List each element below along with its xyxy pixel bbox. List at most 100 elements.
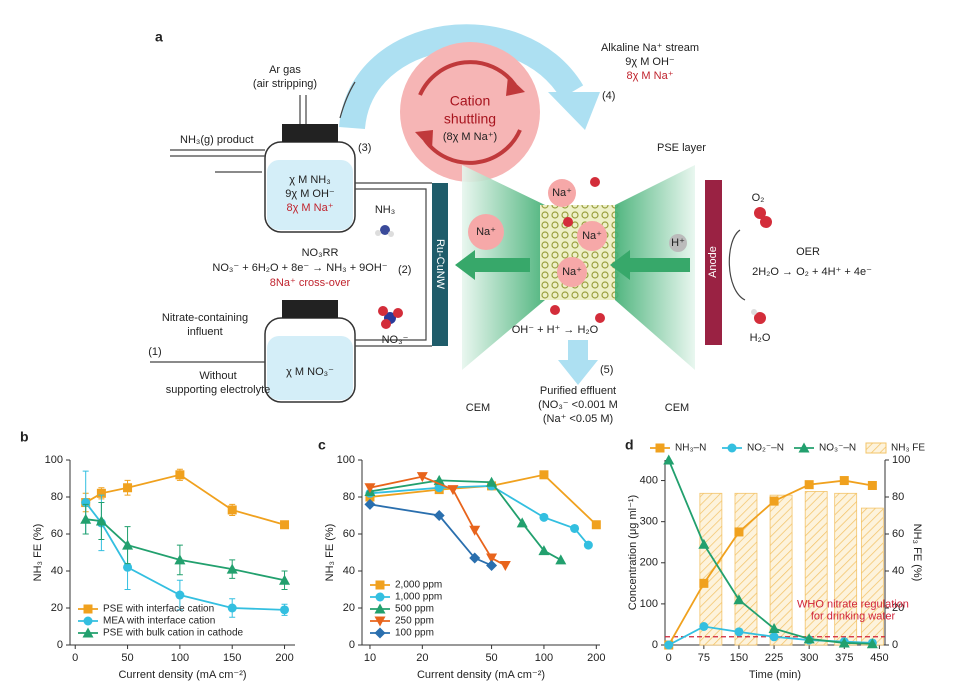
- marker: [83, 616, 93, 626]
- legend-swatch: [865, 442, 887, 454]
- label: (2): [398, 264, 411, 276]
- marker: [570, 523, 580, 533]
- y-tick-label: 100: [640, 598, 658, 610]
- marker: [175, 470, 185, 480]
- legend-label: 2,000 ppm: [395, 580, 442, 591]
- label: χ M NH₃: [289, 174, 330, 186]
- marker: [867, 480, 877, 490]
- marker: [698, 538, 710, 549]
- y-tick-label: 0: [652, 639, 658, 651]
- label: 8Na⁺ cross-over: [270, 277, 351, 289]
- label: Ar gas: [269, 64, 301, 76]
- legend-label: 500 ppm: [395, 604, 434, 615]
- y-axis-label: NH₃ FE (%): [32, 524, 44, 582]
- label: shuttling: [444, 111, 496, 127]
- x-tick-label: 50: [485, 652, 497, 664]
- label: Na⁺: [562, 266, 582, 278]
- x-tick-label: 150: [223, 652, 241, 664]
- y-tick-label: 80: [51, 491, 63, 503]
- y-tick-label: 300: [640, 516, 658, 528]
- marker: [798, 442, 810, 453]
- x-axis-label: Current density (mA cm⁻²): [417, 669, 545, 681]
- marker: [699, 622, 709, 631]
- marker: [538, 545, 550, 556]
- x-tick-label: 200: [587, 652, 605, 664]
- effluent-arrow: [558, 340, 598, 385]
- y-tick-label: 40: [343, 565, 355, 577]
- marker: [516, 517, 528, 528]
- marker: [374, 616, 386, 627]
- marker: [699, 578, 709, 588]
- marker: [486, 559, 498, 571]
- x-tick-label: 10: [364, 652, 376, 664]
- label: 2H₂O → O₂ + 4H⁺ + 4e⁻: [752, 266, 872, 278]
- label: 8χ M Na⁺: [286, 202, 333, 214]
- y2-tick-label: 0: [892, 639, 898, 651]
- series-line: [85, 473, 285, 526]
- label: (4): [602, 90, 615, 102]
- cathode: [432, 183, 448, 346]
- marker: [769, 496, 779, 506]
- series-line: [369, 503, 492, 567]
- marker: [664, 640, 674, 650]
- y2-tick-label: 60: [892, 528, 904, 540]
- y-axis-label: NH₃ FE (%): [324, 524, 336, 582]
- cycle-arrow: [418, 60, 517, 96]
- label: Anode: [707, 246, 719, 278]
- marker: [539, 512, 549, 522]
- label: (NO₃⁻ <0.001 M: [538, 399, 618, 411]
- label: PSE layer: [657, 142, 706, 154]
- marker: [375, 592, 385, 602]
- marker: [83, 604, 93, 614]
- marker: [469, 525, 481, 536]
- label: OH⁻ + H⁺ → H₂O: [512, 324, 599, 336]
- marker: [123, 562, 133, 572]
- marker: [280, 605, 290, 615]
- label: O₂: [752, 192, 765, 204]
- marker: [499, 560, 511, 571]
- marker: [866, 638, 878, 649]
- anode: [705, 180, 722, 345]
- x-axis-label: Time (min): [749, 669, 801, 681]
- panel-label: d: [625, 437, 634, 453]
- label: (1): [148, 346, 161, 358]
- panel-label: a: [155, 29, 163, 45]
- label: NO₃⁻: [382, 334, 409, 346]
- marker: [123, 483, 133, 493]
- series-line: [84, 502, 285, 611]
- ions: [375, 177, 772, 329]
- x-tick-label: 20: [416, 652, 428, 664]
- label: (Na⁺ <0.05 M): [543, 413, 613, 425]
- liquid: [267, 336, 353, 400]
- reference-label: WHO nitrate regulation: [797, 599, 909, 611]
- y-tick-label: 100: [337, 454, 355, 466]
- legend-label: PSE with interface cation: [103, 604, 214, 615]
- label: Alkaline Na⁺ stream: [601, 42, 699, 54]
- bar: [804, 491, 828, 646]
- series-line: [85, 518, 285, 582]
- arrow-head: [506, 76, 525, 96]
- marker: [279, 574, 291, 585]
- label: CEM: [665, 402, 689, 414]
- marker: [364, 483, 376, 494]
- label: (air stripping): [253, 78, 317, 90]
- marker: [838, 637, 850, 648]
- x-tick-label: 450: [870, 652, 888, 664]
- x-tick-label: 75: [698, 652, 710, 664]
- marker: [226, 563, 238, 574]
- x-axis-label: Current density (mA cm⁻²): [118, 669, 246, 681]
- marker: [80, 513, 92, 524]
- label: Nitrate-containing: [162, 312, 248, 324]
- marker: [447, 485, 459, 496]
- marker: [375, 580, 385, 590]
- y-tick-label: 60: [51, 528, 63, 540]
- marker: [469, 552, 481, 564]
- label: NH₃: [375, 204, 395, 216]
- label: NO₃⁻ + 6H₂O + 8e⁻ → NH₃ + 9OH⁻: [212, 262, 387, 274]
- bar: [860, 507, 884, 646]
- x-tick-label: 300: [800, 652, 818, 664]
- y-tick-label: 0: [57, 639, 63, 651]
- marker: [96, 488, 106, 498]
- x-tick-label: 150: [730, 652, 748, 664]
